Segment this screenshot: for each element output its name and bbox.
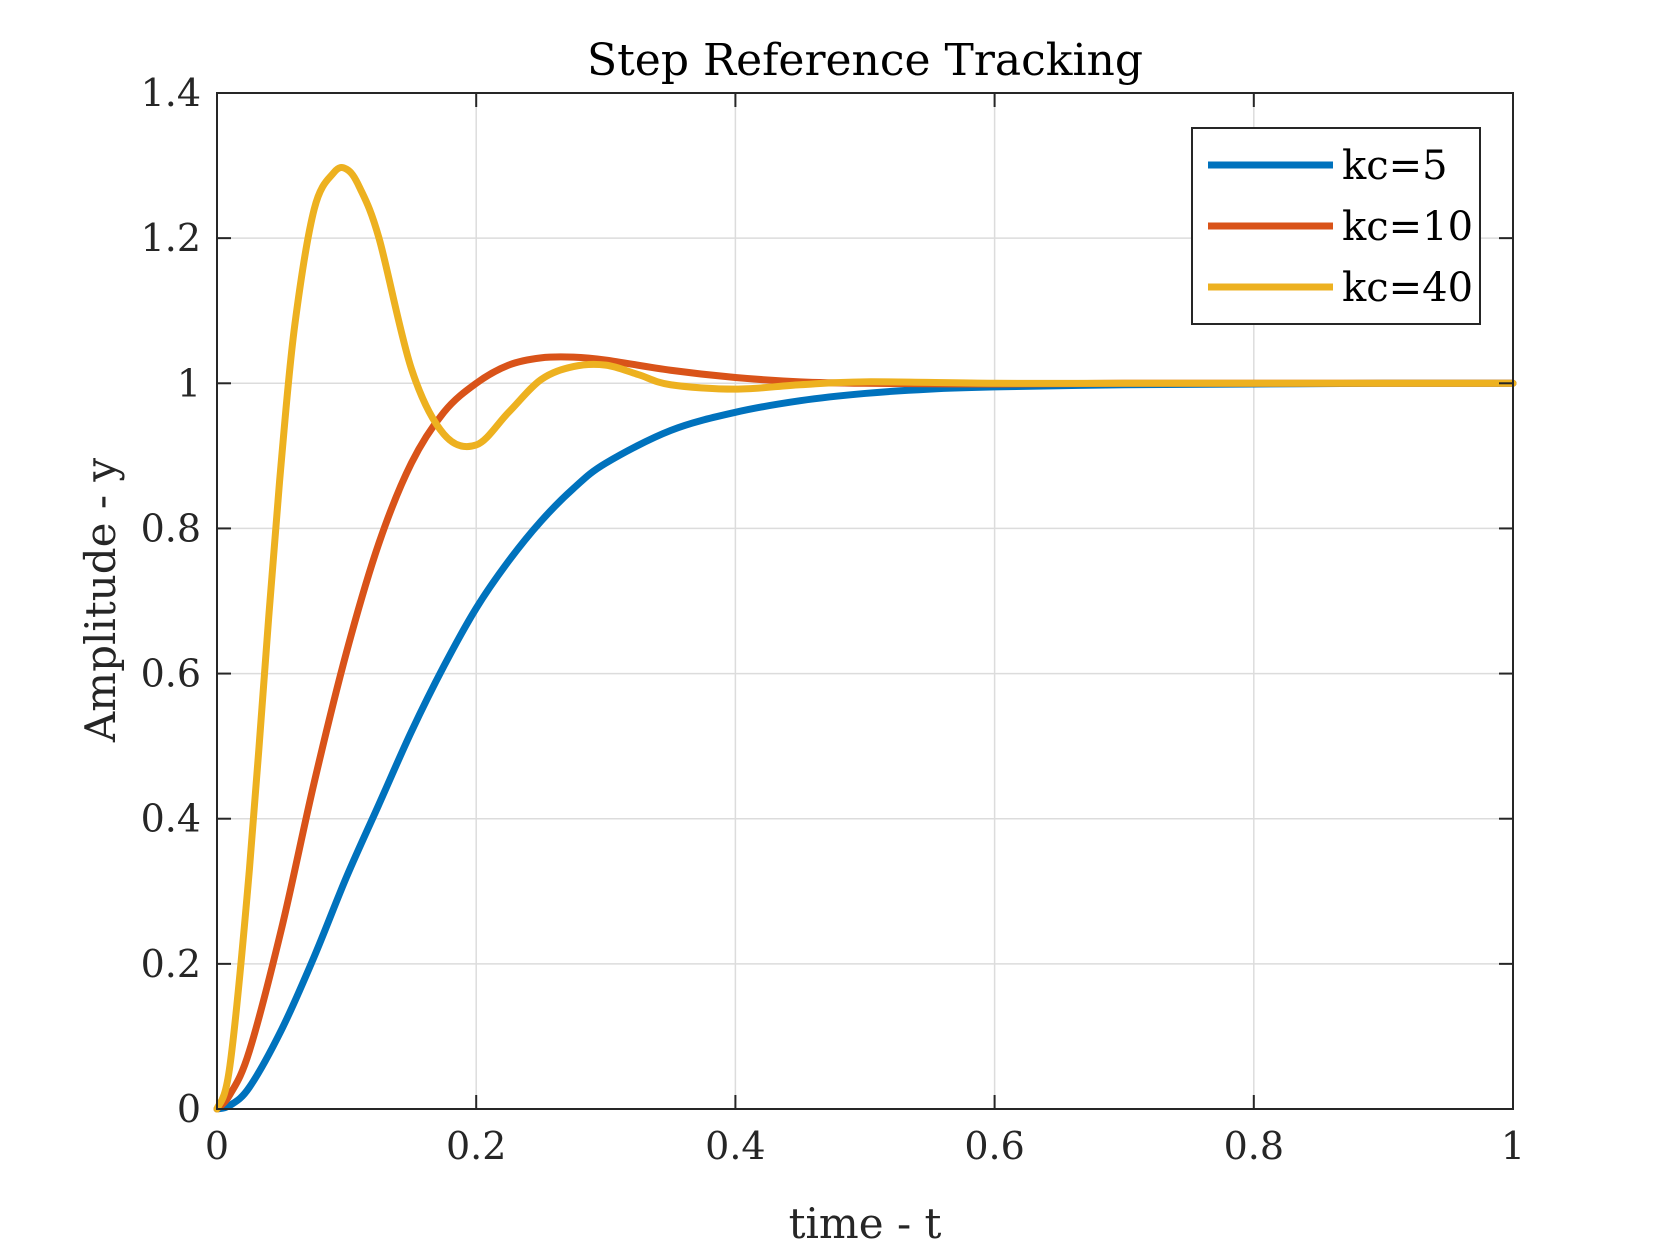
x-tick-label: 0.2 [446, 1124, 506, 1168]
x-tick-label: 0 [205, 1124, 229, 1168]
x-tick-label: 0.8 [1224, 1124, 1284, 1168]
x-tick-label: 1 [1501, 1124, 1525, 1168]
y-tick-label: 0 [177, 1087, 201, 1131]
y-tick-label: 0.6 [141, 652, 201, 696]
data-series [213, 164, 1517, 1113]
y-axis-label: Amplitude - y [76, 458, 125, 743]
y-tick-label: 0.4 [141, 797, 201, 841]
legend-label-kc-40: kc=40 [1342, 265, 1473, 311]
chart-title: Step Reference Tracking [587, 35, 1143, 86]
legend: kc=5 kc=10 kc=40 [1191, 127, 1481, 325]
legend-label-kc-5: kc=5 [1342, 143, 1448, 189]
y-tick-label: 0.8 [141, 506, 201, 550]
y-tick-label: 1 [177, 361, 201, 405]
axes-frame [216, 92, 1514, 1110]
x-tick-label: 0.4 [705, 1124, 765, 1168]
x-axis-label: time - t [789, 1199, 942, 1240]
series-line-kc-40 [213, 164, 1517, 1113]
y-tick-label: 1.2 [141, 216, 201, 260]
x-tick-label: 0.6 [964, 1124, 1024, 1168]
y-tick-label: 1.4 [141, 71, 201, 115]
legend-label-kc-10: kc=10 [1342, 204, 1473, 250]
ticks: 0 0.2 0.4 0.6 0.8 1 0 0.2 0.4 0.6 0.8 1 1.2 1.4 [141, 71, 1526, 1168]
y-tick-label: 0.2 [141, 942, 201, 986]
